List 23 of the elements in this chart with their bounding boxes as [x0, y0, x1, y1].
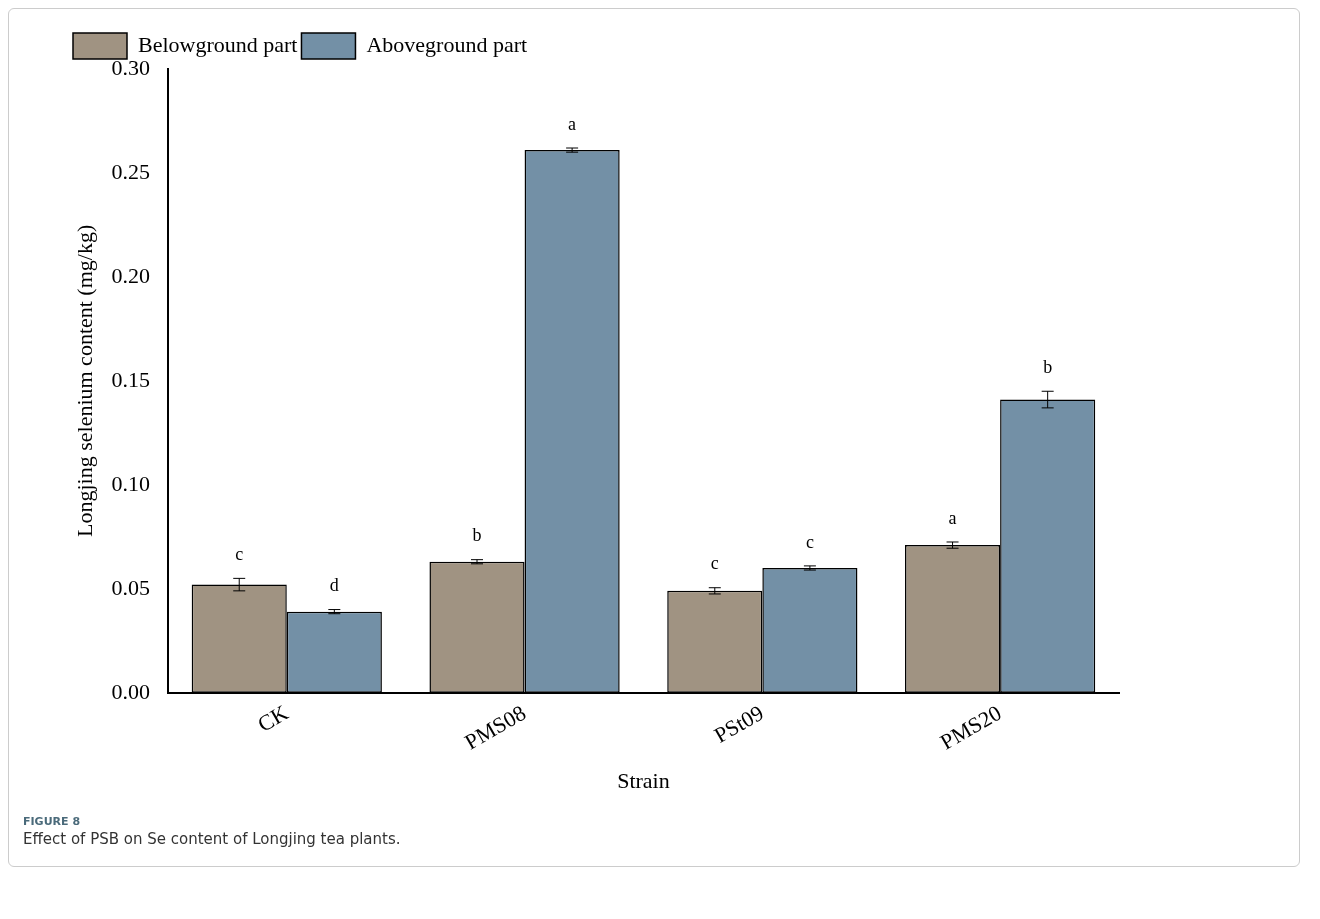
legend-label: Belowground part [138, 31, 298, 57]
annotation: c [235, 544, 244, 565]
y-tick-label: 0.00 [111, 678, 150, 704]
y-axis-title: Longjing selenium content (mg/kg) [71, 224, 97, 537]
annotation: c [805, 531, 814, 552]
annotation: b [1043, 356, 1053, 377]
y-tick-label: 0.15 [111, 366, 150, 392]
x-axis-title: Strain [617, 767, 670, 793]
x-tick-label: PSt09 [709, 699, 768, 748]
y-tick-label: 0.20 [111, 262, 150, 288]
y-tick-label: 0.25 [111, 158, 150, 184]
y-tick-label: 0.05 [111, 574, 150, 600]
x-tick-label: CK [253, 699, 293, 737]
text: Effect of PSB on Se content of Longjing tea plants. [23, 830, 402, 848]
y-tick-label: 0.30 [111, 54, 150, 80]
annotation: a [568, 113, 577, 134]
annotation: b [472, 525, 482, 546]
y-tick-label: 0.10 [111, 470, 150, 496]
annotation: a [948, 507, 957, 528]
legend-label: Aboveground part [366, 31, 528, 57]
annotation: d [329, 575, 339, 596]
caption: FIGURE 8 [23, 815, 82, 828]
annotation: c [710, 553, 719, 574]
